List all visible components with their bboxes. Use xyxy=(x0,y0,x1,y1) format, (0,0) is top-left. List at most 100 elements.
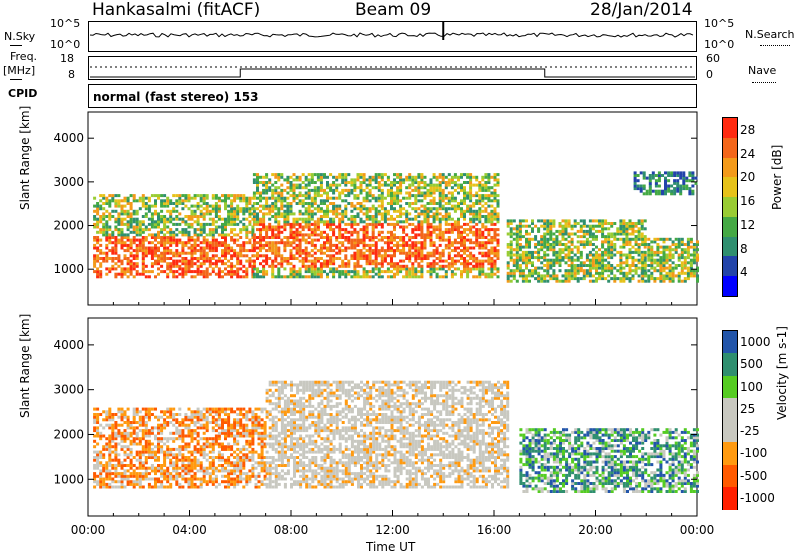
power-cell-0 xyxy=(150,215,154,218)
velocity-cell-0 xyxy=(135,437,139,441)
power-cell-1 xyxy=(256,186,259,190)
power-cell-1 xyxy=(487,230,491,234)
power-cell-3 xyxy=(677,245,681,249)
power-cell-1 xyxy=(457,183,460,187)
velocity-cell-0 xyxy=(199,445,203,449)
velocity-cell-0 xyxy=(163,464,167,467)
velocity-cell-0 xyxy=(205,482,209,486)
power-cell-1 xyxy=(402,238,406,242)
power-cell-4 xyxy=(648,176,652,180)
power-cell-1 xyxy=(383,173,387,177)
power-cell-1 xyxy=(380,183,384,187)
power-cell-1 xyxy=(280,202,284,205)
power-cell-0 xyxy=(208,222,212,226)
power-cell-0 xyxy=(96,238,100,242)
power-cell-1 xyxy=(475,222,479,226)
power-cell-2 xyxy=(509,271,513,275)
power-cell-0 xyxy=(190,215,194,218)
power-cell-1 xyxy=(283,220,287,224)
power-cell-0 xyxy=(147,222,151,226)
power-cell-1 xyxy=(286,181,290,184)
power-cell-2 xyxy=(619,222,623,225)
power-cell-1 xyxy=(335,246,339,250)
power-cell-3 xyxy=(650,271,654,275)
power-cell-1 xyxy=(481,251,485,255)
power-cell-1 xyxy=(402,241,406,245)
power-cell-1 xyxy=(362,178,366,182)
power-cell-0 xyxy=(227,246,231,250)
power-cell-1 xyxy=(444,209,448,213)
power-cell-2 xyxy=(598,258,601,262)
velocity-cell-0 xyxy=(175,429,179,433)
velocity-cell-0 xyxy=(163,469,167,473)
velocity-cell-0 xyxy=(163,474,167,478)
power-cell-0 xyxy=(93,246,97,250)
power-cell-3 xyxy=(659,279,663,283)
power-cell-3 xyxy=(668,250,672,254)
velocity-cell-0 xyxy=(93,434,97,438)
power-cell-1 xyxy=(444,175,448,179)
power-cell-1 xyxy=(365,212,369,216)
power-cell-1 xyxy=(326,259,329,263)
power-cell-1 xyxy=(313,228,317,232)
power-cell-1 xyxy=(447,196,451,200)
velocity-cell-0 xyxy=(202,472,206,476)
power-cell-1 xyxy=(460,262,463,266)
power-cell-1 xyxy=(447,217,451,221)
power-cell-0 xyxy=(233,270,237,274)
power-cell-1 xyxy=(414,270,418,274)
power-cell-1 xyxy=(365,257,369,260)
power-cell-1 xyxy=(338,194,342,198)
power-cell-2 xyxy=(619,232,623,236)
power-cell-1 xyxy=(332,267,336,271)
power-cell-1 xyxy=(368,215,372,218)
power-cell-1 xyxy=(362,243,366,247)
power-cell-0 xyxy=(217,259,221,263)
power-cell-0 xyxy=(193,243,197,247)
velocity-cell-0 xyxy=(120,485,124,489)
power-cell-2 xyxy=(588,240,592,244)
power-cell-4 xyxy=(639,184,643,188)
power-cell-1 xyxy=(304,249,308,253)
power-cell-1 xyxy=(341,220,345,224)
power-cell-0 xyxy=(157,225,160,229)
power-cell-1 xyxy=(274,243,278,247)
power-cell-4 xyxy=(667,171,671,175)
power-cell-1 xyxy=(301,220,305,224)
power-cell-1 xyxy=(347,230,351,234)
power-cell-1 xyxy=(344,257,348,260)
power-cell-1 xyxy=(377,183,381,187)
power-cell-0 xyxy=(120,238,124,242)
power-cell-1 xyxy=(420,186,424,190)
power-cell-1 xyxy=(283,217,287,221)
power-cell-1 xyxy=(359,254,363,258)
power-cell-1 xyxy=(313,186,317,190)
power-cell-1 xyxy=(365,259,369,263)
power-cell-2 xyxy=(625,227,629,231)
power-cell-1 xyxy=(377,249,381,253)
power-cell-1 xyxy=(319,207,323,211)
power-cell-0 xyxy=(187,246,191,250)
power-cell-3 xyxy=(671,271,675,275)
power-cell-1 xyxy=(256,246,259,250)
velocity-cell-0 xyxy=(154,482,157,486)
power-cell-2 xyxy=(573,264,577,267)
power-cell-3 xyxy=(650,245,654,249)
power-cell-3 xyxy=(686,250,690,254)
power-cell-0 xyxy=(175,264,179,268)
power-cell-0 xyxy=(132,212,136,216)
power-cell-1 xyxy=(271,264,275,268)
power-cell-1 xyxy=(475,233,479,237)
power-cell-1 xyxy=(490,186,494,190)
power-cell-3 xyxy=(677,240,681,244)
velocity-cell-0 xyxy=(184,477,188,481)
freq-tick-top: 18 xyxy=(60,52,74,65)
power-cell-0 xyxy=(157,259,160,263)
velocity-cell-0 xyxy=(144,445,148,449)
power-cell-2 xyxy=(595,279,598,283)
power-cell-0 xyxy=(138,246,142,250)
power-cell-0 xyxy=(242,275,246,279)
power-cell-0 xyxy=(126,209,130,213)
power-cell-1 xyxy=(420,222,424,226)
power-cell-1 xyxy=(316,173,320,177)
